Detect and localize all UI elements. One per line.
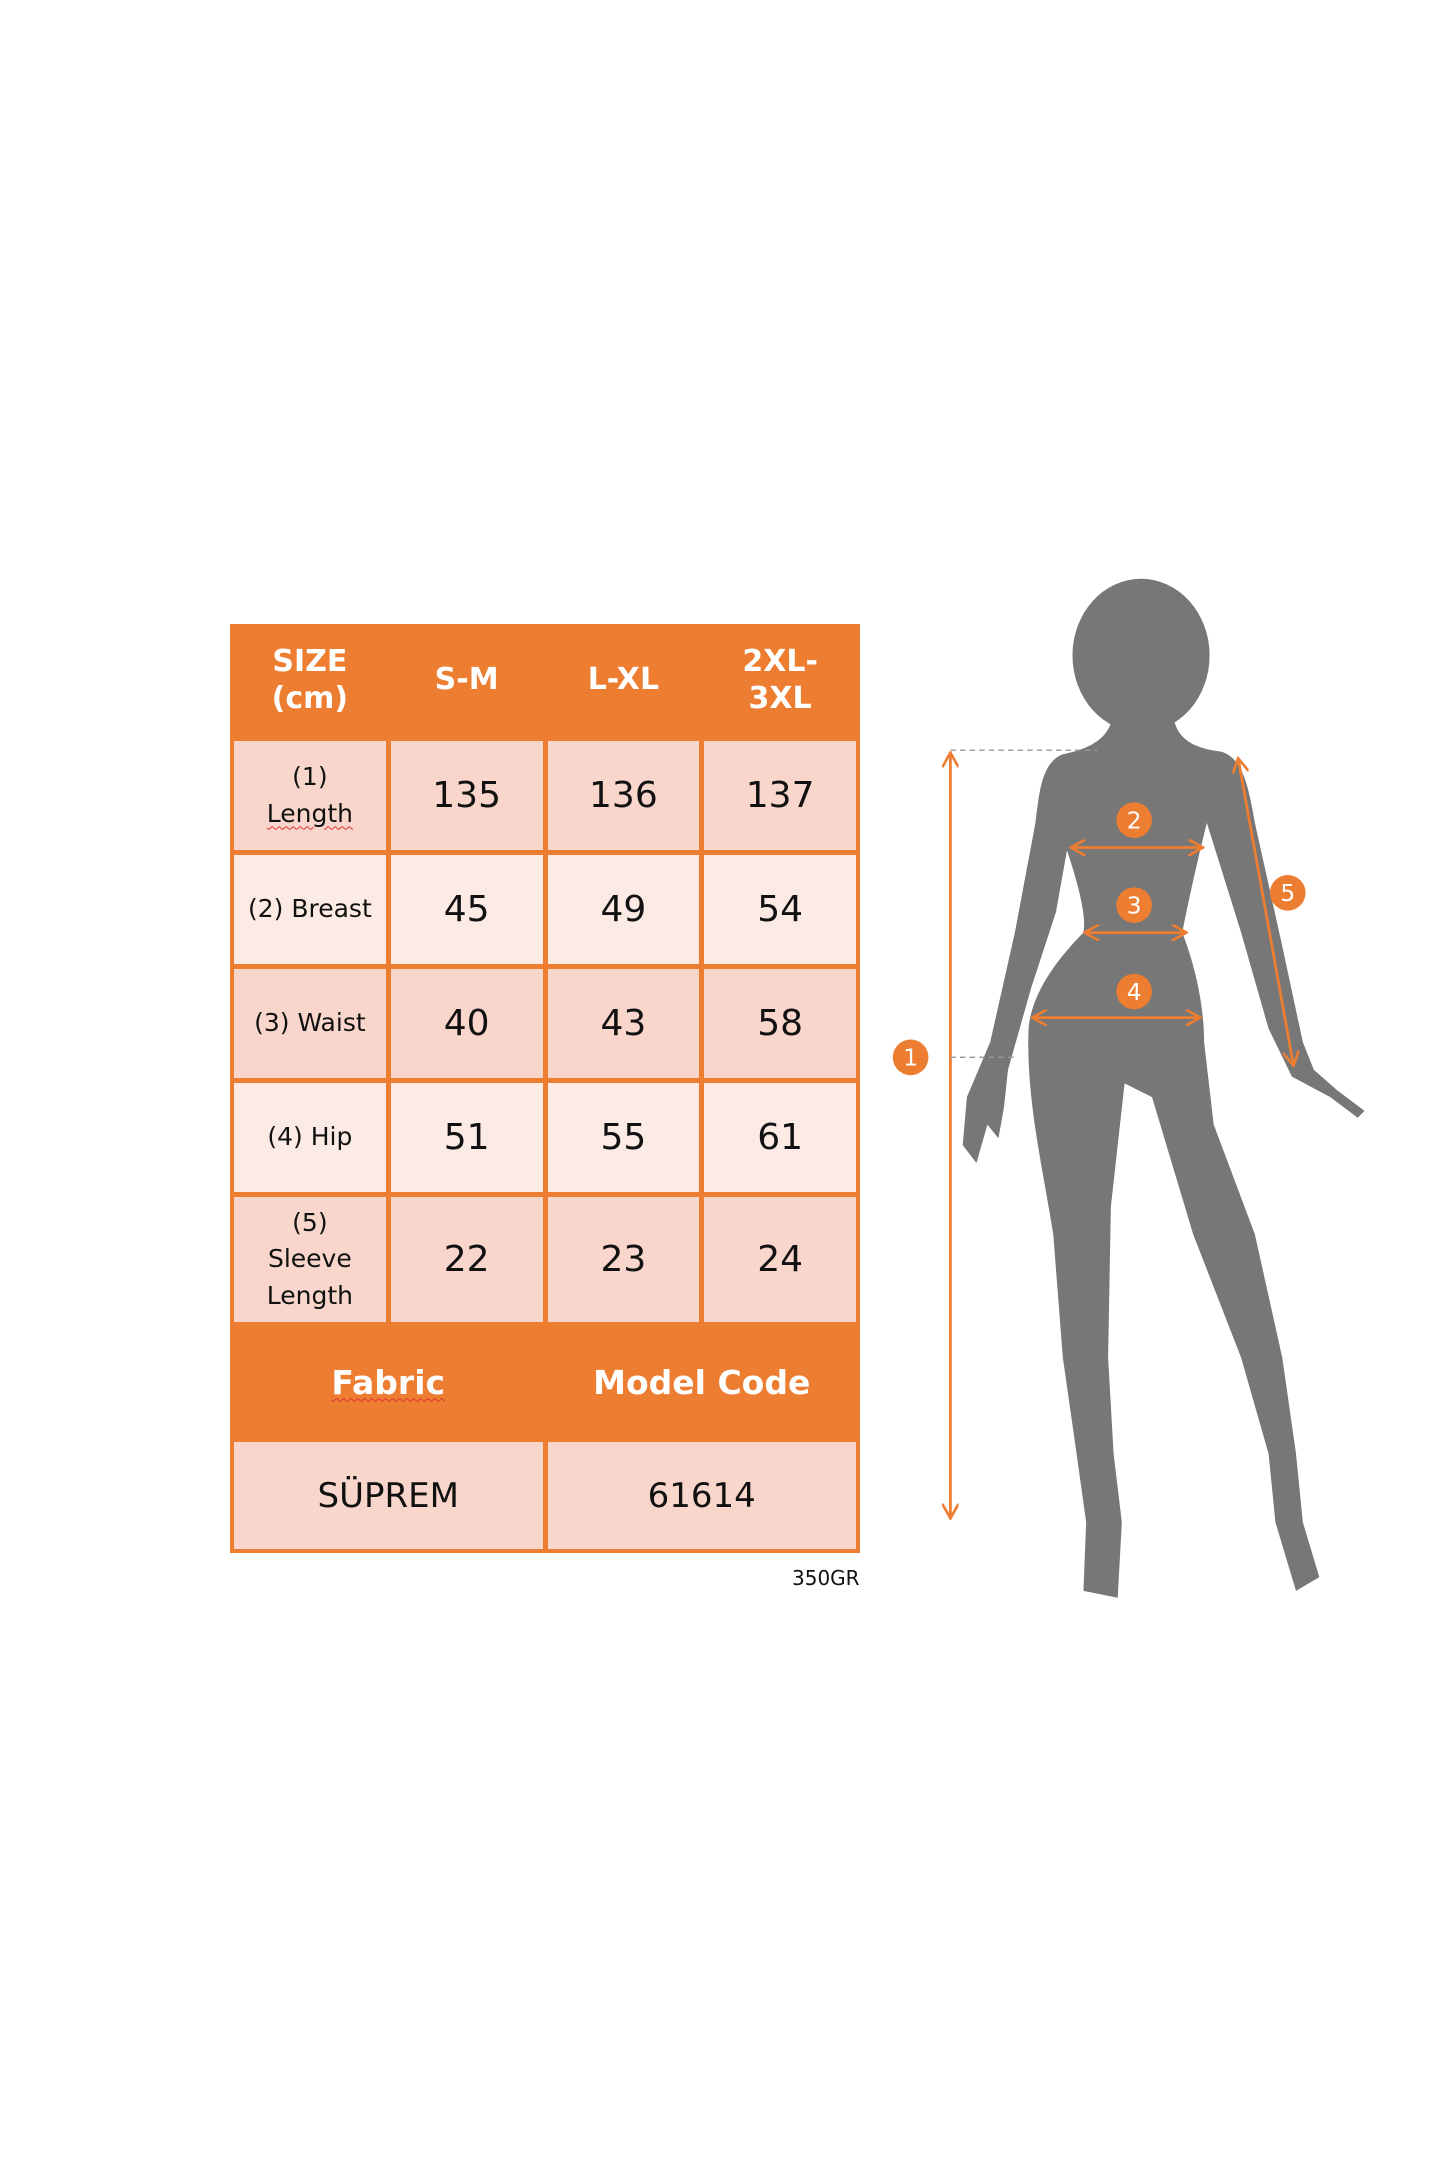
- fabric-weight-note: 350GR: [792, 1566, 860, 1590]
- label-text: Sleeve: [267, 1244, 352, 1274]
- table-cell: 43: [547, 969, 700, 1078]
- row-label-length: (1) Length: [234, 741, 386, 850]
- svg-text:2: 2: [1127, 807, 1142, 834]
- marker-2: 2: [1116, 802, 1152, 838]
- header-2xl: 2XL-: [742, 643, 818, 679]
- table-cell: 40: [390, 969, 543, 1078]
- label-text: Length: [266, 798, 353, 828]
- footer-fabric-header: Fabric: [234, 1327, 543, 1437]
- row-label-breast: (2) Breast: [234, 855, 386, 964]
- header-unit: (cm): [271, 681, 349, 716]
- label-num: (1): [292, 762, 328, 792]
- table-cell: 24: [704, 1197, 856, 1322]
- svg-text:5: 5: [1280, 880, 1295, 907]
- marker-4: 4: [1116, 973, 1152, 1010]
- header-size: SIZE: [272, 643, 348, 679]
- header-2xl-3xl: 2XL- 3XL: [704, 624, 856, 736]
- marker-3: 3: [1116, 887, 1152, 923]
- sleeve-arrow: [1238, 760, 1293, 1064]
- header-s-m: S-M: [390, 624, 543, 736]
- header-l-xl: L-XL: [547, 624, 700, 736]
- table-cell: 51: [390, 1083, 543, 1192]
- fabric-value: SÜPREM: [234, 1442, 543, 1549]
- svg-text:1: 1: [903, 1045, 918, 1072]
- table-cell: 61: [704, 1083, 856, 1192]
- model-code-value: 61614: [547, 1442, 856, 1549]
- table-cell: 135: [390, 741, 543, 850]
- label-num: (5): [292, 1208, 328, 1238]
- table-cell: 58: [704, 969, 856, 1078]
- row-label-sleeve-length: (5) Sleeve Length: [234, 1197, 386, 1322]
- svg-text:4: 4: [1127, 979, 1142, 1006]
- table-cell: 22: [390, 1197, 543, 1322]
- table-cell: 55: [547, 1083, 700, 1192]
- table-cell: 45: [390, 855, 543, 964]
- marker-5: 5: [1269, 874, 1306, 911]
- table-cell: 137: [704, 741, 856, 850]
- label-text: Length: [266, 1280, 353, 1310]
- row-label-waist: (3) Waist: [234, 969, 386, 1078]
- table-cell: 49: [547, 855, 700, 964]
- row-label-hip: (4) Hip: [234, 1083, 386, 1192]
- header-size-cm: SIZE (cm): [234, 624, 386, 736]
- table-cell: 54: [704, 855, 856, 964]
- table-cell: 136: [547, 741, 700, 850]
- table-cell: 23: [547, 1197, 700, 1322]
- header-3xl: 3XL: [748, 681, 812, 716]
- fabric-label: Fabric: [331, 1362, 446, 1402]
- footer-model-code-header: Model Code: [547, 1327, 856, 1437]
- size-chart-table: SIZE (cm) S-M L-XL 2XL- 3XL (1) Length 135 …: [230, 624, 860, 1553]
- silhouette: [962, 578, 1365, 1598]
- svg-text:3: 3: [1127, 892, 1142, 919]
- marker-1: 1: [892, 1039, 929, 1076]
